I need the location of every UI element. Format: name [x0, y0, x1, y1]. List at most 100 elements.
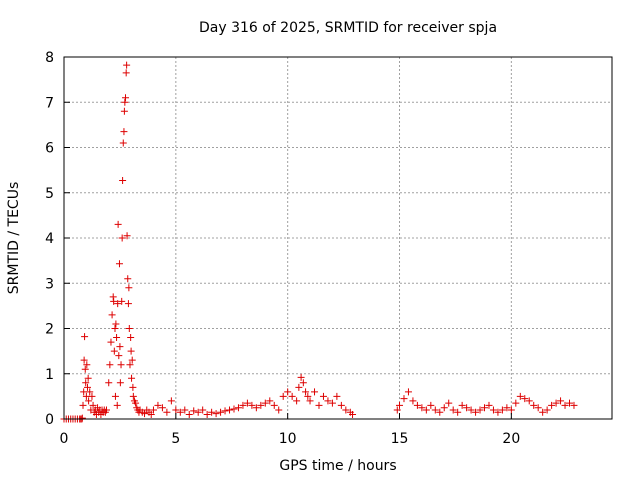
data-point — [116, 343, 124, 351]
data-point — [498, 406, 506, 414]
data-point — [82, 379, 90, 387]
data-point — [302, 388, 310, 396]
data-point — [111, 392, 119, 400]
x-tick-label: 5 — [171, 431, 180, 447]
x-tick-label: 10 — [279, 431, 297, 447]
data-point — [78, 414, 86, 422]
data-point — [409, 397, 417, 405]
data-point — [116, 379, 124, 387]
y-tick-label: 7 — [45, 95, 54, 111]
data-point — [120, 107, 128, 115]
data-point — [114, 300, 122, 308]
data-point — [449, 406, 457, 414]
data-point — [543, 406, 551, 414]
data-point — [306, 397, 314, 405]
data-point — [190, 407, 198, 415]
data-point — [203, 410, 211, 418]
data-point — [126, 361, 134, 369]
data-point — [122, 69, 130, 77]
data-point — [129, 392, 137, 400]
data-point — [118, 234, 126, 242]
data-point — [534, 404, 542, 412]
data-point — [141, 410, 149, 418]
data-point — [507, 406, 515, 414]
data-point — [393, 406, 401, 414]
data-point — [158, 404, 166, 412]
data-point — [239, 401, 247, 409]
data-point — [226, 406, 234, 414]
data-point — [212, 410, 220, 418]
data-point — [119, 177, 127, 185]
x-tick-label: 15 — [391, 431, 409, 447]
data-point — [83, 361, 91, 369]
data-point — [124, 275, 132, 283]
data-point — [566, 399, 574, 407]
data-point — [521, 395, 529, 403]
data-point — [115, 260, 123, 268]
data-point — [275, 406, 283, 414]
data-point — [512, 399, 520, 407]
data-point — [147, 410, 155, 418]
data-point — [84, 374, 92, 382]
data-point — [489, 406, 497, 414]
data-point — [570, 401, 578, 409]
data-point — [79, 401, 87, 409]
data-point — [485, 401, 493, 409]
data-point — [418, 404, 426, 412]
data-point — [124, 300, 132, 308]
data-point — [129, 383, 137, 391]
data-point — [167, 397, 175, 405]
data-point — [199, 406, 207, 414]
data-point — [80, 388, 88, 396]
data-point — [548, 401, 556, 409]
data-point — [319, 392, 327, 400]
data-point — [122, 94, 130, 102]
data-point — [89, 401, 97, 409]
data-point — [181, 406, 189, 414]
data-point — [107, 338, 115, 346]
data-point — [494, 408, 502, 416]
data-point — [561, 401, 569, 409]
data-point — [328, 399, 336, 407]
data-point — [530, 401, 538, 409]
data-point — [111, 325, 119, 332]
data-point — [476, 406, 484, 414]
data-point — [436, 408, 444, 416]
data-point — [127, 347, 135, 355]
axes: 0 5 10 15 20 0 1 2 3 4 5 6 7 8 — [45, 50, 520, 447]
x-axis-label: GPS time / hours — [279, 458, 396, 474]
data-point — [106, 361, 114, 369]
y-tick-label: 0 — [45, 412, 54, 428]
x-tick-label: 0 — [60, 431, 69, 447]
data-point — [243, 399, 251, 407]
data-point — [194, 408, 202, 416]
data-point — [113, 334, 121, 342]
data-point — [127, 334, 135, 342]
data-point — [463, 404, 471, 412]
data-point — [454, 408, 462, 416]
data-point — [288, 392, 296, 400]
data-point — [221, 407, 229, 415]
data-point — [118, 297, 126, 305]
data-point — [176, 408, 184, 416]
data-point — [467, 406, 475, 414]
data-point — [88, 392, 96, 400]
data-point — [81, 365, 89, 373]
data-point — [315, 401, 323, 409]
data-point — [458, 401, 466, 409]
data-point — [422, 406, 430, 414]
data-point — [252, 404, 260, 412]
data-point — [431, 406, 439, 414]
data-point — [481, 404, 489, 412]
data-point — [120, 128, 128, 136]
data-point — [299, 379, 307, 387]
data-point — [154, 401, 162, 409]
data-point — [396, 401, 404, 409]
data-point — [472, 408, 480, 416]
data-point — [102, 406, 110, 414]
data-point — [81, 333, 89, 341]
data-point — [257, 401, 265, 409]
data-points — [60, 61, 578, 423]
